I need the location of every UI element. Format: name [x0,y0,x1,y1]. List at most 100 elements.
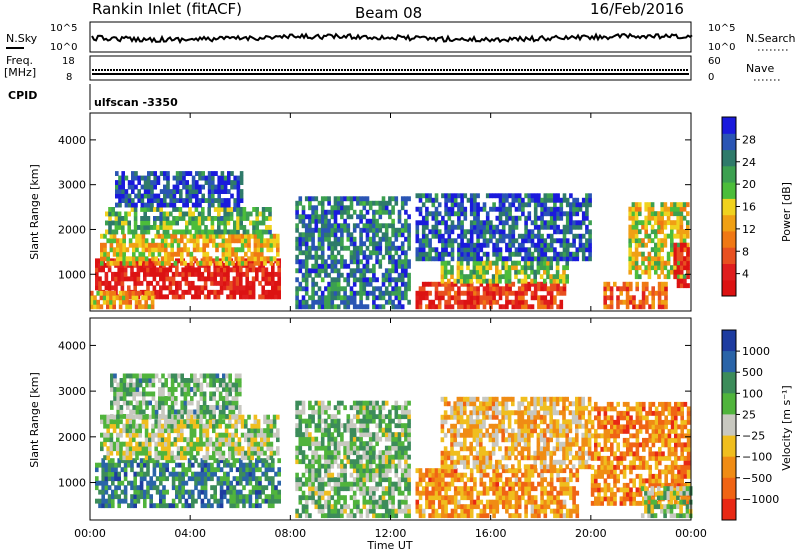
velocity-heat-cell-2 [161,373,165,379]
velocity-heat-cell-2 [215,373,220,379]
power-heat-cell-1 [202,242,206,248]
power-heat-cell-2 [169,225,173,230]
velocity-heat-cell-3 [311,405,315,411]
power-heat-cell-3 [163,175,167,181]
velocity-heat-cell-1 [250,423,254,429]
power-heat-cell-8 [511,251,516,257]
power-heat-cell-0 [184,280,189,286]
velocity-heat-cell-1 [253,446,258,452]
velocity-heat-cell-2 [113,400,117,406]
velocity-heat-cell-0 [191,498,195,504]
velocity-heat-cell-3 [378,463,383,469]
power-heat-cell-8 [511,193,516,199]
velocity-heat-cell-3 [352,414,357,420]
power-heat-cell-2 [207,216,211,221]
power-heat-cell-1 [122,233,126,239]
velocity-heat-cell-3 [365,409,370,415]
velocity-heat-cell-1 [247,446,251,452]
power-heat-cell-8 [549,224,554,230]
velocity-heat-cell-2 [212,382,216,388]
velocity-heat-cell-3 [372,477,376,483]
power-heat-cell-10 [673,220,677,226]
power-heat-cell-1 [202,238,206,244]
power-heat-cell-1 [253,233,258,239]
power-heat-cell-2 [229,229,234,235]
velocity-heat-cell-3 [359,405,363,411]
velocity-heat-cell-1 [199,437,203,443]
velocity-heat-cell-3 [407,432,411,438]
power-heat-cell-8 [505,215,509,221]
velocity-heat-cell-1 [119,450,123,456]
velocity-heat-cell-0 [207,498,211,504]
velocity-heat-cell-3 [330,441,335,447]
power-heat-cell-0 [239,294,243,300]
power-heat-cell-9 [606,304,611,310]
power-heat-cell-10 [638,238,642,244]
velocity-heat-cell-1 [253,428,258,434]
velocity-heat-cell-2 [199,409,204,415]
velocity-heat-cell-1 [221,455,226,461]
velocity-heat-cell-3 [333,499,338,505]
power-heat-cell-0 [181,267,185,273]
velocity-heat-cell-1 [122,428,126,434]
power-heat-cell-6 [460,304,464,310]
velocity-heat-cell-0 [149,503,153,509]
power-heat-cell-5 [349,299,354,305]
power-heat-cell-9 [641,286,646,292]
velocity-heat-cell-1 [276,437,280,443]
velocity-heat-cell-0 [242,462,246,468]
power-heat-cell-5 [340,236,344,242]
power-heat-cell-0 [197,267,201,273]
velocity-heat-cell-0 [271,480,275,486]
power-heat-cell-10 [628,224,632,230]
power-heat-cell-0 [219,276,224,282]
velocity-heat-cell-3 [311,481,315,487]
power-heat-cell-3 [121,180,125,185]
power-heat-cell-1 [244,251,248,257]
power-heat-cell-5 [404,223,408,229]
velocity-heat-cell-3 [368,490,373,496]
power-heat-cell-2 [153,220,157,226]
power-heat-cell-5 [314,254,319,260]
power-heat-cell-9 [661,290,665,296]
power-heat-cell-5 [362,263,367,269]
power-heat-cell-7 [562,278,566,284]
velocity-heat-cell-3 [349,486,354,492]
power-heat-cell-6 [492,299,496,305]
velocity-heat-cell-2 [135,409,140,415]
velocity-heat-cell-1 [148,450,152,456]
power-heat-cell-8 [425,251,429,257]
power-heat-cell-1 [228,233,232,239]
power-heat-cell-3 [150,198,154,203]
velocity-heat-cell-1 [208,441,213,447]
power-heat-cell-3 [201,193,205,199]
velocity-heat-cell-3 [308,463,312,469]
power-heat-cell-8 [501,211,506,217]
velocity-heat-cell-3 [394,454,399,460]
velocity-heat-cell-2 [202,396,207,401]
power-heat-cell-10 [641,256,645,262]
velocity-heat-cell-3 [384,432,389,438]
power-heat-cell-10 [679,224,684,230]
velocity-heat-cell-3 [333,454,338,460]
velocity-heat-cell-3 [336,477,341,483]
velocity-heat-cell-2 [119,414,124,419]
power-heat-cell-2 [169,211,173,217]
velocity-heat-cell-3 [349,432,354,438]
power-heat-cell-8 [495,247,500,253]
power-heat-cell-1 [100,260,104,266]
power-heat-cell-0 [95,285,99,291]
power-heat-cell-3 [211,198,215,203]
velocity-heat-cell-2 [209,391,213,397]
power-heat-cell-5 [397,232,402,238]
power-heat-cell-10 [660,215,664,221]
power-heat-cell-8 [463,229,468,235]
power-colorbar-tick-label: 28 [742,133,756,146]
velocity-heat-cell-3 [368,454,373,460]
velocity-heat-cell-2 [225,396,229,401]
power-heat-cell-6 [457,290,461,296]
power-heat-cell-7 [469,274,473,280]
power-heat-cell-6 [473,295,477,301]
power-heat-cell-5 [359,268,363,274]
velocity-heat-cell-1 [141,446,146,452]
